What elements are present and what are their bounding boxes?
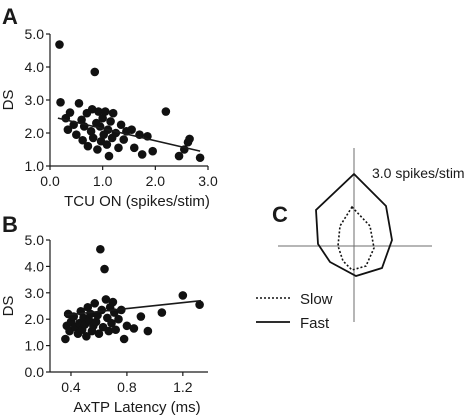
trendline-b	[63, 299, 202, 317]
data-point	[119, 135, 129, 144]
data-point	[195, 153, 205, 163]
data-point	[127, 125, 136, 134]
data-point	[195, 300, 204, 309]
data-point	[129, 143, 139, 153]
y-tick-label: 5.0	[25, 26, 45, 42]
data-point	[143, 326, 153, 336]
data-point	[104, 151, 114, 161]
data-point	[94, 107, 103, 116]
data-point	[82, 332, 91, 341]
y-tick-label: 5.0	[25, 232, 45, 248]
scatter-panel-a: 1.02.03.04.05.0 0.0 1.0 2.0 3.0 DS TCU ON (…	[0, 26, 218, 210]
data-point	[116, 120, 126, 130]
data-point	[90, 299, 100, 308]
y-ticks-a: 1.0 2.0 3.0 4.0 5.0	[25, 26, 50, 174]
y-tick-label: 3.0	[25, 285, 45, 301]
data-point	[96, 244, 105, 254]
data-point	[65, 108, 75, 117]
data-point	[100, 264, 109, 274]
data-point	[56, 98, 65, 107]
data-point	[108, 297, 118, 307]
legend-fast-label: Fast	[300, 315, 330, 332]
data-point	[137, 150, 147, 159]
data-point	[101, 107, 110, 116]
data-point	[148, 146, 157, 156]
y-tick-label: 4.0	[25, 258, 45, 274]
data-point	[108, 108, 118, 118]
x-ticks-b: 0.4 0.8 1.2	[61, 372, 193, 395]
data-point	[61, 334, 70, 344]
data-point	[122, 321, 132, 331]
slow-polygon	[337, 205, 375, 271]
polar-scale-label: 3.0 spikes/stim	[372, 165, 465, 181]
data-point	[157, 308, 167, 317]
x-tick-label: 0.0	[40, 173, 60, 189]
data-point	[93, 145, 102, 154]
x-tick-label: 2.0	[146, 173, 166, 189]
data-point	[77, 115, 86, 125]
data-point	[136, 312, 146, 321]
x-ticks-a: 0.0 1.0 2.0 3.0	[40, 166, 218, 189]
legend-slow-label: Slow	[300, 291, 333, 308]
y-tick-label: 1.0	[25, 338, 45, 354]
data-point	[114, 314, 123, 324]
scatter-panel-b: 0.0 1.0 2.0 3.0 4.0 5.0 0.4 0.8 1.2 DS AxTP Lat…	[0, 232, 208, 416]
panel-letter-a: A	[2, 4, 18, 29]
trendline-a	[57, 117, 201, 152]
x-axis-label-a: TCU ON (spikes/stim)	[64, 193, 210, 210]
panel-letter-c: C	[272, 202, 288, 227]
data-point	[86, 127, 96, 136]
data-point	[78, 135, 87, 145]
data-point	[88, 133, 98, 143]
points-a	[55, 40, 205, 163]
y-tick-label: 2.0	[25, 125, 45, 141]
x-tick-label: 1.2	[173, 379, 193, 395]
data-point	[161, 107, 171, 116]
x-tick-label: 0.4	[61, 379, 81, 395]
legend: Slow Fast	[256, 291, 333, 332]
data-point	[104, 326, 114, 336]
data-point	[107, 318, 116, 328]
y-tick-label: 2.0	[25, 311, 45, 327]
points-b	[61, 244, 204, 344]
x-tick-label: 3.0	[198, 173, 218, 189]
data-point	[129, 324, 139, 333]
y-tick-label: 0.0	[25, 364, 45, 380]
y-tick-label: 3.0	[25, 92, 45, 108]
x-tick-label: 0.8	[117, 379, 137, 395]
data-point	[72, 130, 81, 139]
data-point	[55, 40, 64, 49]
x-tick-label: 1.0	[93, 173, 113, 189]
data-point	[114, 143, 123, 153]
data-point	[111, 325, 121, 335]
data-point	[119, 334, 129, 344]
y-ticks-b: 0.0 1.0 2.0 3.0 4.0 5.0	[25, 232, 50, 380]
data-point	[83, 141, 93, 151]
data-point	[63, 125, 73, 134]
data-point	[83, 303, 93, 312]
panel-letter-b: B	[2, 212, 18, 237]
polar-panel-c: 3.0 spikes/stim Slow Fast	[256, 148, 465, 332]
data-point	[178, 291, 188, 300]
fast-polygon	[315, 172, 393, 277]
data-point	[102, 140, 112, 149]
y-axis-label-b: DS	[0, 296, 17, 317]
y-axis-label-a: DS	[0, 90, 17, 111]
data-point	[98, 113, 107, 123]
data-point	[90, 67, 100, 77]
data-point	[185, 134, 194, 144]
data-point	[74, 99, 84, 108]
data-point	[101, 295, 111, 304]
data-point	[91, 317, 101, 327]
x-axis-label-b: AxTP Latency (ms)	[73, 399, 200, 416]
data-point	[97, 305, 107, 315]
data-point	[94, 329, 104, 339]
data-point	[106, 117, 115, 126]
y-tick-label: 1.0	[25, 158, 45, 174]
data-point	[174, 151, 184, 161]
y-tick-label: 4.0	[25, 59, 45, 75]
